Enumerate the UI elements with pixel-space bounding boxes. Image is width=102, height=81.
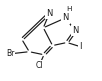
Text: N: N bbox=[62, 13, 69, 22]
Text: Br: Br bbox=[6, 49, 14, 58]
Text: N: N bbox=[46, 9, 53, 18]
Text: H: H bbox=[66, 6, 72, 12]
Text: I: I bbox=[79, 42, 82, 51]
Text: Cl: Cl bbox=[36, 61, 43, 70]
Text: N: N bbox=[72, 26, 78, 35]
